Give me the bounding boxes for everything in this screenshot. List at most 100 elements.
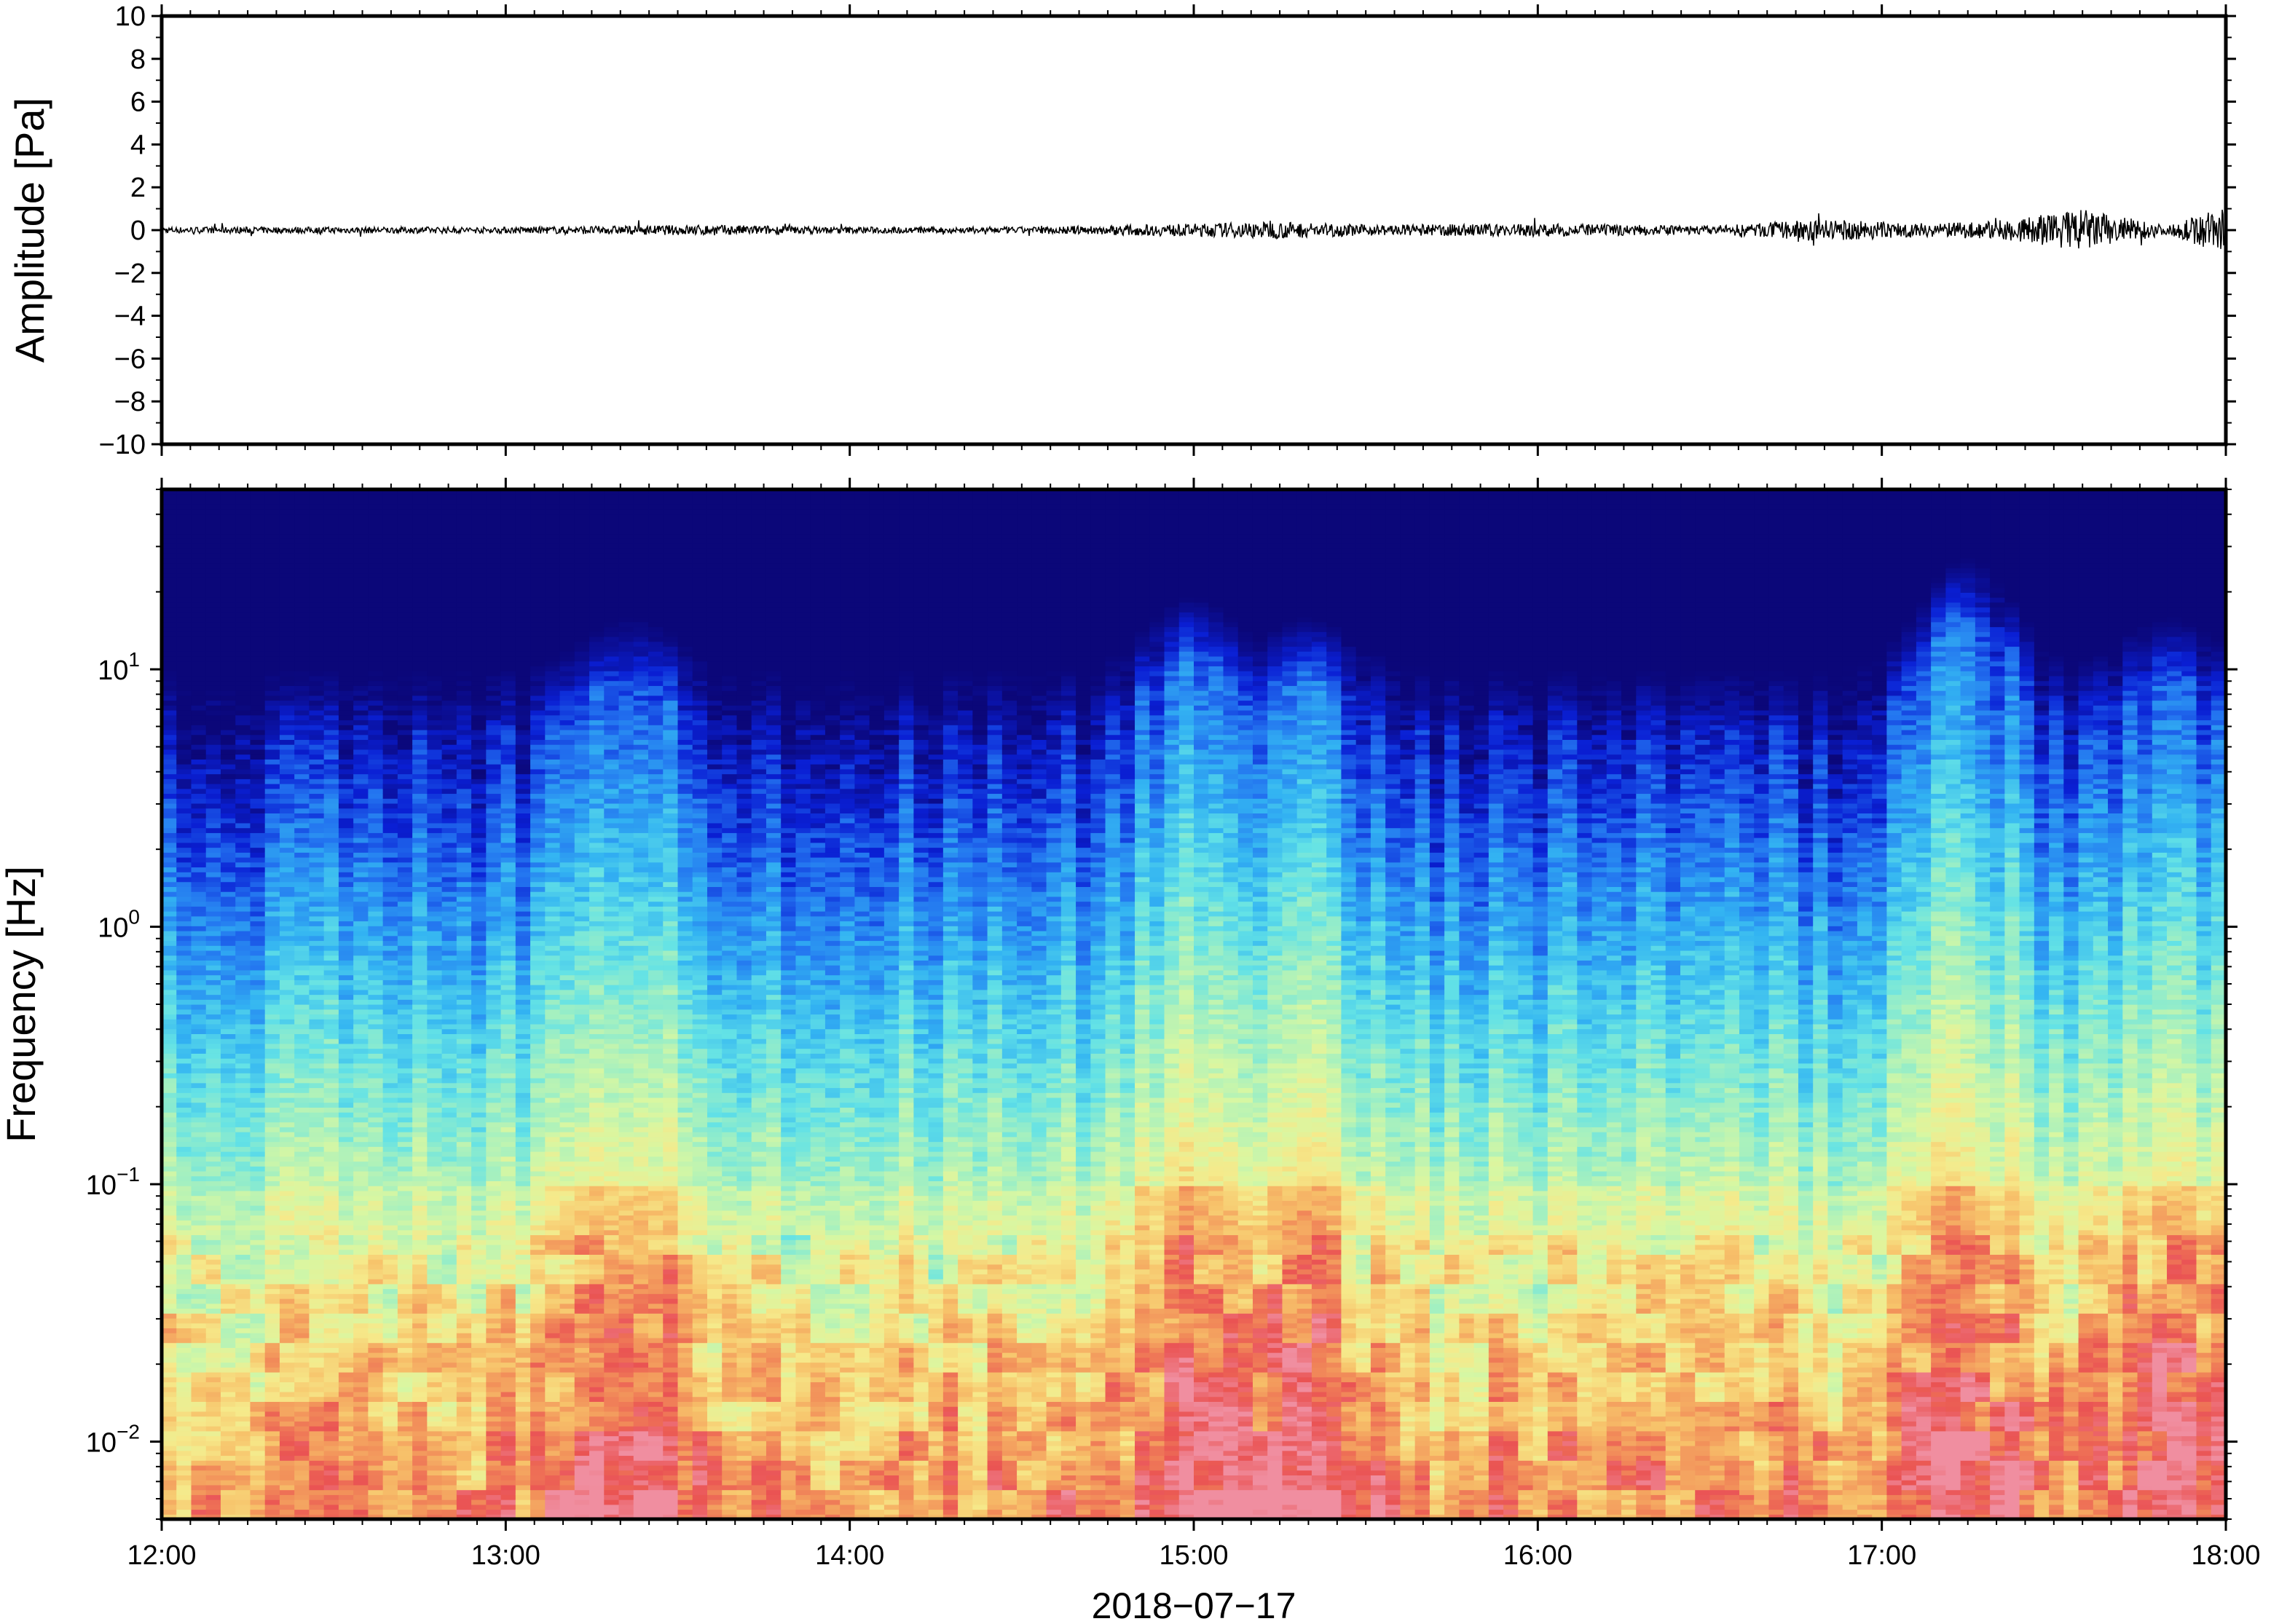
- spectrogram-cell: [162, 779, 177, 784]
- spectrogram-cell: [206, 886, 221, 891]
- spectrogram-cell: [221, 1239, 236, 1245]
- spectrogram-cell: [206, 642, 221, 647]
- spectrogram-cell: [191, 1220, 206, 1225]
- spectrogram-cell: [235, 1499, 251, 1505]
- spectrogram-cell: [191, 1446, 206, 1451]
- spectrogram-cell: [162, 1151, 177, 1156]
- spectrogram-cell: [176, 843, 192, 848]
- spectrogram-cell: [176, 548, 192, 553]
- spectrogram-cell: [235, 1186, 251, 1191]
- spectrogram-cell: [162, 631, 177, 636]
- spectrogram-cell: [176, 1210, 192, 1215]
- spectrogram-cell: [162, 1298, 177, 1304]
- spectrogram-cell: [162, 1499, 177, 1505]
- spectrogram-cell: [206, 848, 221, 853]
- spectrogram-cell: [162, 749, 177, 754]
- spectrogram-cell: [162, 1304, 177, 1309]
- spectrogram-cell: [162, 681, 177, 686]
- spectrogram-cell: [221, 886, 236, 891]
- spectrogram-cell: [221, 730, 236, 735]
- spectrogram-cell: [176, 960, 192, 965]
- spectrogram-cell: [221, 1058, 236, 1063]
- spectrogram-cell: [235, 926, 251, 931]
- spectrogram-cell: [235, 1097, 251, 1103]
- spectrogram-cell: [162, 543, 177, 548]
- spectrogram-cell: [162, 1215, 177, 1221]
- spectrogram-cell: [162, 1308, 177, 1313]
- spectrogram-cell: [191, 1161, 206, 1166]
- spectrogram-cell: [206, 676, 221, 681]
- spectrogram-cell: [235, 1176, 251, 1181]
- spectrogram-cell: [206, 1092, 221, 1097]
- spectrogram-cell: [162, 1191, 177, 1196]
- spectrogram-cell: [162, 1127, 177, 1132]
- spectrogram-cell: [235, 1347, 251, 1352]
- spectrogram-cell: [235, 1044, 251, 1049]
- spectrogram-cell: [191, 837, 206, 843]
- spectrogram-cell: [176, 882, 192, 887]
- spectrogram-cell: [221, 1112, 236, 1117]
- spectrogram-cell: [162, 676, 177, 681]
- spectrogram-cell: [191, 1107, 206, 1112]
- spectrogram-cell: [221, 911, 236, 916]
- spectrogram-cell: [191, 735, 206, 740]
- spectrogram-cell: [206, 1033, 221, 1038]
- spectrogram-cell: [206, 1470, 221, 1475]
- spectrogram-cell: [191, 509, 206, 514]
- spectrogram-cell: [206, 784, 221, 789]
- spectrogram-cell: [162, 509, 177, 514]
- spectrogram-cell: [176, 1132, 192, 1137]
- spectrogram-cell: [235, 1142, 251, 1147]
- spectrogram-cell: [221, 1392, 236, 1397]
- spectrogram-cell: [221, 965, 236, 970]
- spectrogram-cell: [235, 1510, 251, 1515]
- spectrogram-cell: [235, 911, 251, 916]
- spectrogram-cell: [162, 764, 177, 769]
- spectrogram-cell: [162, 1455, 177, 1460]
- spectrogram-cell: [206, 823, 221, 828]
- spectrogram-cell: [221, 936, 236, 941]
- spectrogram-cell: [162, 1367, 177, 1372]
- spectrogram-cell: [221, 715, 236, 720]
- spectrogram-cell: [221, 906, 236, 911]
- spectrogram-cell: [162, 877, 177, 882]
- spectrogram-cell: [176, 1381, 192, 1387]
- spectrogram-cell: [235, 1019, 251, 1024]
- spectrogram-cell: [162, 1269, 177, 1274]
- spectrogram-cell: [176, 911, 192, 916]
- spectrogram-cell: [235, 1156, 251, 1162]
- spectrogram-cell: [176, 828, 192, 833]
- spectrogram-cell: [206, 1103, 221, 1108]
- spectrogram-cell: [221, 813, 236, 818]
- spectrogram-cell: [162, 1044, 177, 1049]
- spectrogram-cell: [162, 1029, 177, 1034]
- spectrogram-cell: [191, 1186, 206, 1191]
- spectrogram-cell: [221, 1215, 236, 1221]
- spectrogram-cell: [162, 916, 177, 921]
- spectrogram-cell: [191, 617, 206, 622]
- spectrogram-cell: [162, 867, 177, 872]
- spectrogram-cell: [162, 1087, 177, 1092]
- spectrogram-cell: [191, 543, 206, 548]
- spectrogram-cell: [191, 642, 206, 647]
- spectrogram-cell: [206, 1117, 221, 1122]
- spectrogram-cell: [206, 690, 221, 695]
- waveform-y-tick-label: −6: [114, 344, 146, 374]
- spectrogram-cell: [221, 1137, 236, 1142]
- spectrogram-cell: [206, 779, 221, 784]
- spectrogram-cell: [221, 1397, 236, 1402]
- spectrogram-cell: [176, 1058, 192, 1063]
- spectrogram-cell: [162, 1103, 177, 1108]
- spectrogram-cell: [191, 597, 206, 602]
- spectrogram-cell: [235, 1293, 251, 1298]
- spectrogram-cell: [221, 1357, 236, 1363]
- spectrogram-cell: [176, 1097, 192, 1103]
- spectrogram-cell: [221, 759, 236, 764]
- spectrogram-cell: [206, 1455, 221, 1460]
- spectrogram-cell: [176, 597, 192, 602]
- spectrogram-cell: [176, 784, 192, 789]
- spectrogram-cell: [162, 950, 177, 955]
- spectrogram-cell: [206, 1304, 221, 1309]
- spectrogram-cell: [162, 837, 177, 843]
- spectrogram-cell: [206, 857, 221, 862]
